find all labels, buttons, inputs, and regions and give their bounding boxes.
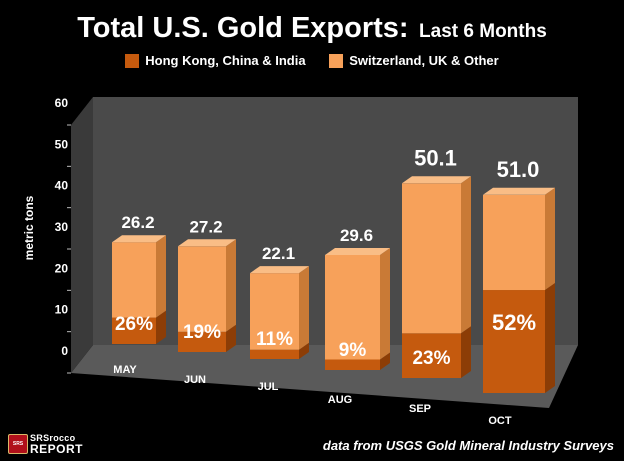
bar-top: [178, 239, 236, 247]
chart-side-wall: [71, 97, 93, 373]
bar-top: [402, 176, 471, 184]
x-axis: MAY JUN JUL AUG SEP OCT: [113, 364, 512, 427]
bar-switzerland-side: [299, 266, 309, 350]
logo-icon: SRS: [8, 434, 28, 454]
bar-hong-kong: [402, 333, 461, 378]
legend-label-switzerland: Switzerland, UK & Other: [349, 53, 499, 68]
y-axis-title: metric tons: [22, 195, 36, 260]
share-label: 26%: [115, 314, 153, 335]
chart-subtitle: Last 6 Months: [419, 21, 547, 42]
y-tick-label: 0: [61, 344, 68, 358]
y-tick-label: 60: [55, 96, 69, 110]
bar-switzerland-side: [545, 187, 555, 290]
x-tick-label: SEP: [409, 403, 431, 415]
bar-hong-kong: [178, 331, 226, 352]
logo-line2: REPORT: [30, 442, 84, 456]
bar-switzerland: [178, 246, 226, 332]
y-tick-label: 50: [55, 137, 69, 151]
legend: Hong Kong, China & India Switzerland, UK…: [0, 53, 624, 71]
bar-switzerland: [250, 273, 299, 350]
total-label: 51.0: [497, 157, 540, 182]
bar-hong-kong-side: [299, 342, 309, 359]
bar-switzerland-side: [461, 176, 471, 334]
x-tick-label: MAY: [113, 364, 137, 376]
share-label: 11%: [256, 329, 293, 350]
chart-title-main: Total U.S. Gold Exports:: [77, 12, 409, 44]
bar-hong-kong-side: [461, 326, 471, 378]
total-label: 29.6: [340, 226, 373, 245]
share-label: 9%: [339, 340, 367, 361]
bar-hong-kong-side: [380, 352, 390, 370]
bar-switzerland: [325, 254, 380, 360]
y-tick-label: 40: [55, 179, 69, 193]
source-note: data from USGS Gold Mineral Industry Sur…: [322, 438, 614, 453]
legend-swatch-switzerland: [329, 53, 344, 68]
total-label: 22.1: [262, 244, 295, 263]
bars: [112, 176, 555, 393]
chart-title: Total U.S. Gold Exports: Last 6 Months: [0, 12, 624, 45]
total-label: 26.2: [121, 213, 154, 232]
bar-hong-kong-side: [156, 310, 166, 344]
bar-switzerland-side: [226, 239, 236, 332]
srsrocco-logo: SRS SRSrocco REPORT: [8, 432, 104, 456]
bar-top: [483, 187, 555, 195]
x-tick-label: AUG: [328, 394, 352, 406]
y-tick-label: 30: [55, 220, 69, 234]
legend-item-switzerland: Switzerland, UK & Other: [329, 53, 499, 68]
legend-label-hong-kong: Hong Kong, China & India: [145, 53, 306, 68]
y-tick-label: 10: [55, 303, 69, 317]
bar-switzerland: [483, 194, 545, 291]
legend-item-hong-kong: Hong Kong, China & India: [125, 53, 306, 68]
logo-line1: SRSrocco: [30, 433, 76, 443]
data-labels: 26.2 26% 27.2 19% 22.1 11% 29.6 9% 50.1 23% 51.0 52…: [115, 145, 539, 369]
x-tick-label: JUN: [184, 374, 206, 386]
share-label: 23%: [412, 348, 450, 369]
y-tick-label: 20: [55, 261, 69, 275]
bar-top: [112, 235, 166, 243]
bar-top: [325, 248, 390, 255]
x-tick-label: JUL: [258, 381, 279, 393]
bar-hong-kong: [250, 349, 299, 359]
y-axis: 0 10 20 30 40 50 60: [55, 96, 71, 374]
bar-switzerland: [112, 242, 156, 318]
bar-hong-kong-side: [226, 324, 236, 352]
share-label: 19%: [183, 322, 221, 343]
share-label: 52%: [492, 310, 536, 335]
total-label: 50.1: [414, 145, 457, 170]
bar-switzerland-side: [380, 248, 390, 360]
legend-swatch-hong-kong: [125, 53, 140, 68]
bar-hong-kong-side: [545, 283, 555, 393]
bar-top: [250, 266, 309, 274]
bar-switzerland-side: [156, 235, 166, 318]
x-tick-label: OCT: [488, 415, 512, 427]
bar-hong-kong: [325, 359, 380, 370]
bar-switzerland: [402, 183, 461, 334]
bar-hong-kong: [112, 317, 156, 344]
bar-hong-kong: [483, 290, 545, 393]
total-label: 27.2: [189, 217, 222, 236]
